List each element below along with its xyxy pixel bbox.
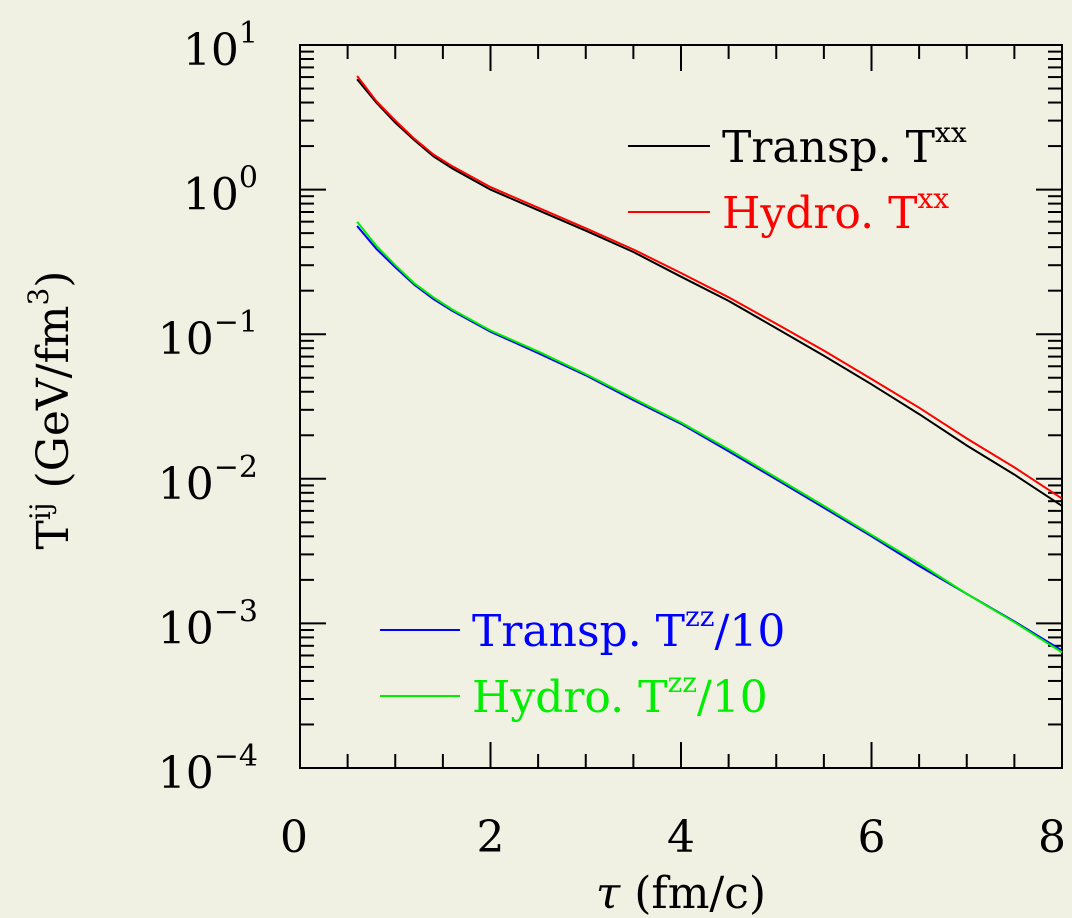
legend-label: Hydro. Txx xyxy=(722,182,949,239)
y-tick-label: 101 xyxy=(183,16,258,76)
x-tick-labels: 0 2 4 6 8 xyxy=(280,812,1066,863)
y-tick-label: 10−2 xyxy=(158,450,258,510)
series-line xyxy=(356,221,1063,654)
legend-label: Hydro. Tzz/10 xyxy=(472,666,768,723)
series-line xyxy=(356,225,1063,652)
y-tick-labels: 101 100 10−1 10−2 10−3 10−4 xyxy=(158,16,258,799)
y-tick-label: 10−3 xyxy=(158,594,258,654)
x-tick-label: 8 xyxy=(1038,812,1066,863)
y-tick-label: 10−1 xyxy=(158,305,258,365)
series-lines xyxy=(356,75,1063,654)
plot-frame xyxy=(299,44,1063,769)
legend-label: Transp. Txx xyxy=(722,116,967,173)
ticks xyxy=(300,44,1062,768)
y-tick-label: 100 xyxy=(183,161,258,221)
x-tick-label: 2 xyxy=(477,812,505,863)
x-tick-label: 6 xyxy=(858,812,886,863)
x-axis-label: τ (fm/c) xyxy=(596,868,766,918)
series-line xyxy=(356,75,1063,500)
x-tick-label: 4 xyxy=(667,812,695,863)
series-line xyxy=(356,78,1063,507)
x-tick-label: 0 xyxy=(280,812,308,863)
legend-label: Transp. Tzz/10 xyxy=(472,600,785,657)
legend: Transp. Txx Hydro. Txx Transp. Tzz/10 Hydro… xyxy=(380,116,967,723)
y-axis-label: Tij (GeV/fm3) xyxy=(22,271,79,550)
y-tick-label: 10−4 xyxy=(158,739,258,799)
